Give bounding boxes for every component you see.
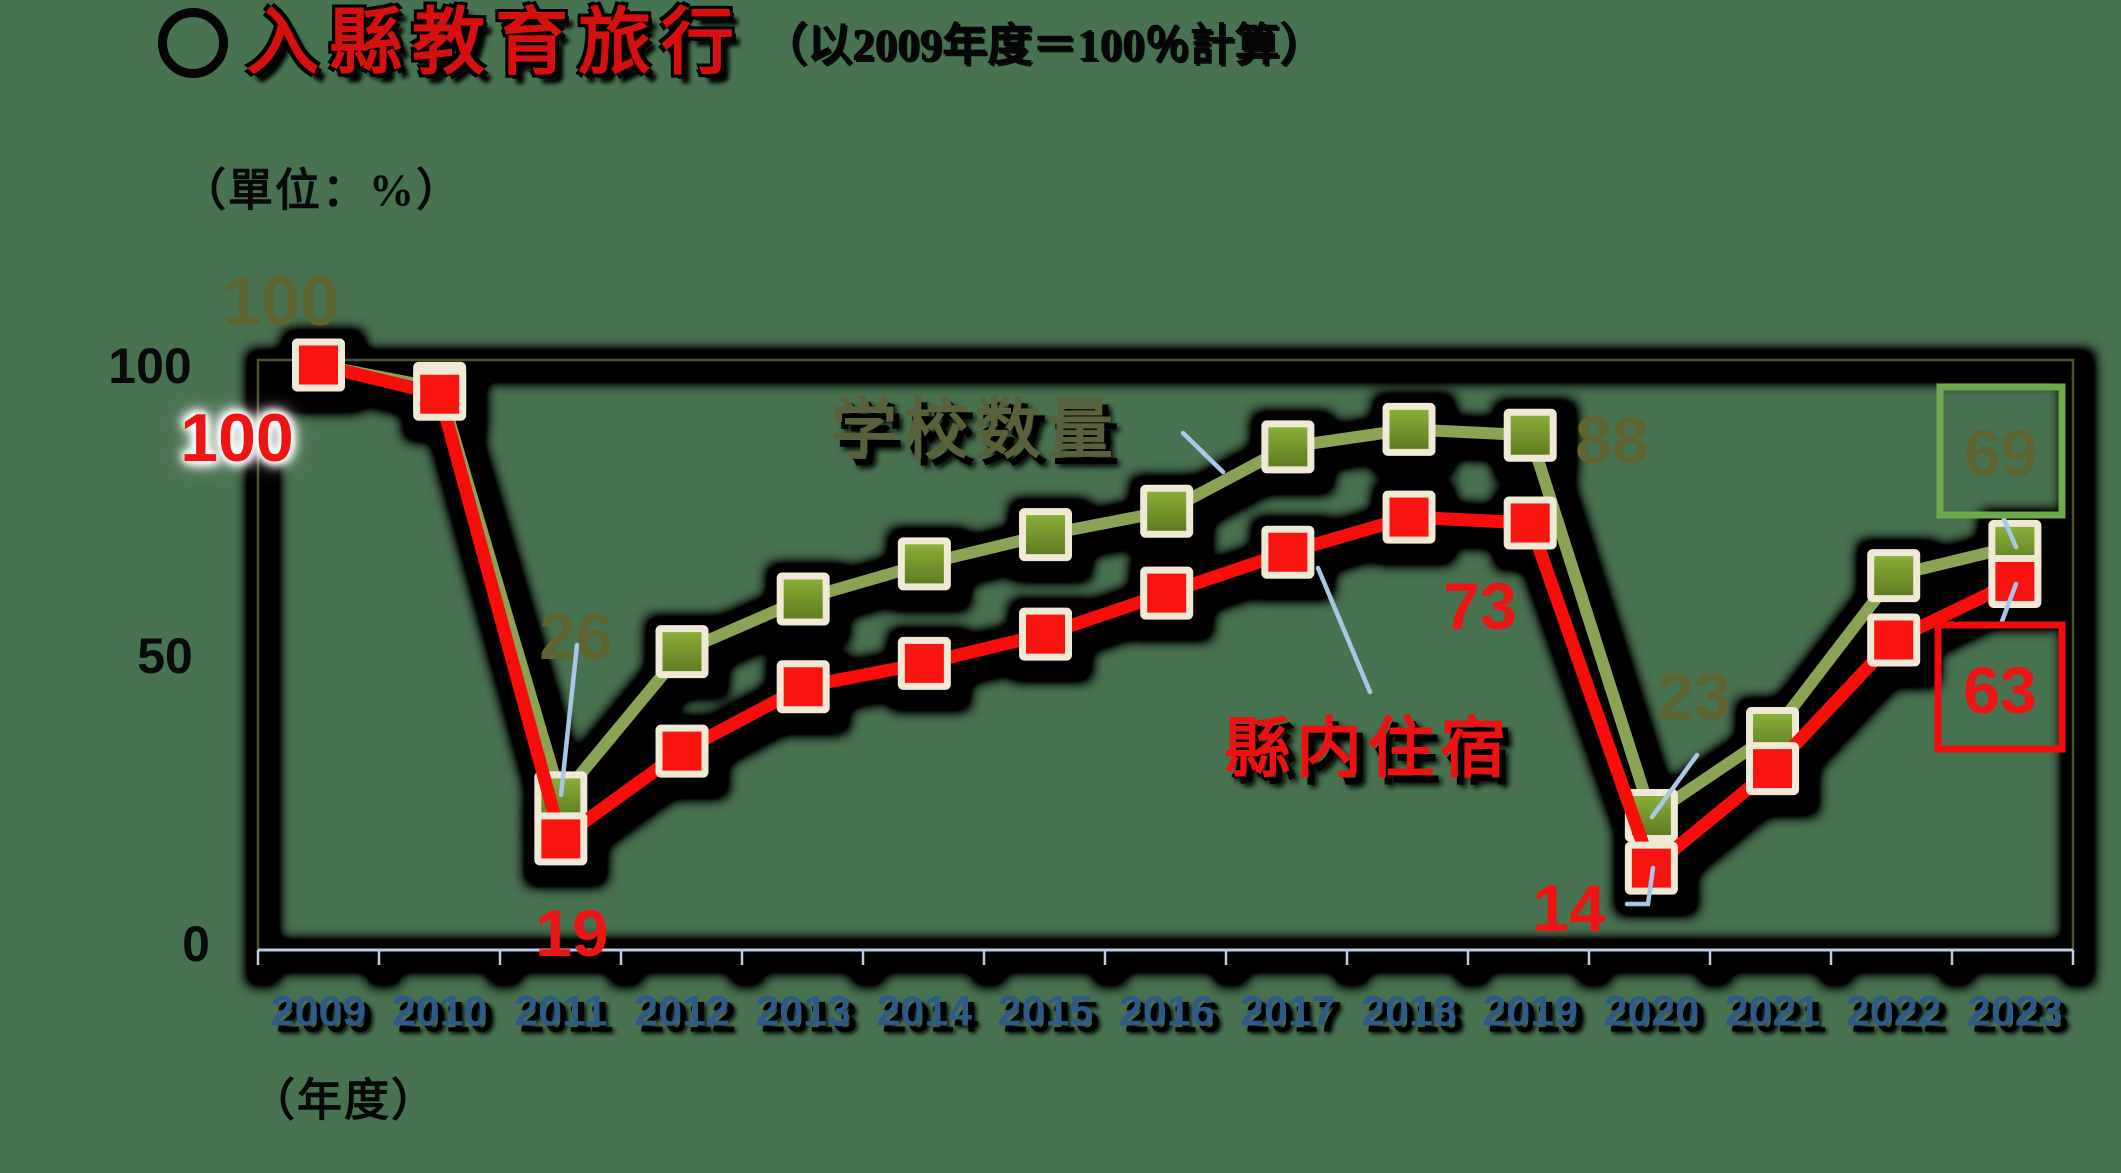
- y-tick-0: 0: [182, 916, 210, 972]
- lodging-marker-2022: [1867, 613, 1921, 667]
- plot-border: [256, 358, 2075, 952]
- lodging-marker-2017: [1261, 525, 1315, 579]
- callout-leader-line: [558, 642, 580, 798]
- y-tick-50: 50: [137, 628, 193, 684]
- x-tick-label-2013: 2013: [755, 987, 852, 1036]
- x-tick-label-2010: 2010: [391, 987, 488, 1036]
- school-marker-2012: [655, 625, 709, 679]
- annotations: [558, 383, 2066, 907]
- title-circle-icon: [158, 7, 228, 78]
- y-tick-100: 100: [108, 338, 192, 394]
- lodging-marker-2009: [292, 338, 345, 392]
- data-label-school-2020: 23: [1657, 659, 1731, 733]
- page-title-main: 入縣教育旅行: [246, 2, 744, 83]
- lodging-marker-2016: [1140, 566, 1194, 620]
- lodging-marker-2023: [1988, 554, 2042, 608]
- red-callout-box-2023-lodging: [1934, 621, 2066, 753]
- x-tick-label-2016: 2016: [1118, 987, 1215, 1036]
- school-marker-2018: [1382, 402, 1436, 456]
- lodging-marker-2014: [897, 636, 951, 690]
- data-label-lodging-2009: 100: [180, 400, 294, 476]
- x-tick-label-2017: 2017: [1240, 987, 1336, 1036]
- x-tick-label-2012: 2012: [634, 987, 730, 1036]
- y-axis-unit-label: （單位：%）: [180, 165, 464, 216]
- school-marker-2013: [776, 572, 830, 626]
- lodging-marker-2021: [1746, 742, 1800, 796]
- lodging-marker-2015: [1019, 607, 1073, 661]
- lodging-marker-2019: [1503, 496, 1557, 550]
- school-marker-2016: [1140, 484, 1194, 538]
- page-title: 入縣教育旅行 （以2009年度＝100％計算）: [158, 6, 1325, 79]
- callout-leader-line: [1649, 752, 1700, 820]
- school-marker-2014: [897, 537, 951, 591]
- lodging-marker-2012: [655, 724, 709, 778]
- x-tick-label-2009: 2009: [270, 987, 367, 1036]
- callout-leader-line: [1315, 565, 1373, 695]
- school-marker-2017: [1261, 420, 1315, 474]
- callout-leader-line: [1998, 581, 2019, 627]
- lodging-marker-2011: [534, 812, 588, 866]
- data-label-lodging-2023-boxed: 63: [1963, 653, 2037, 727]
- series-label-school: 学校数量: [831, 394, 1119, 467]
- school-marker-2019: [1503, 408, 1557, 462]
- data-label-school-2011: 26: [539, 599, 613, 673]
- x-tick-label-2023: 2023: [1967, 987, 2063, 1036]
- series-label-lodging: 縣内住宿: [1224, 713, 1512, 786]
- x-tick-label-2021: 2021: [1724, 987, 1821, 1036]
- lodging-marker-2010: [413, 367, 467, 421]
- page-title-note: （以2009年度＝100％計算）: [762, 20, 1325, 70]
- data-label-lodging-2011: 19: [535, 896, 609, 970]
- x-tick-label-2014: 2014: [876, 987, 973, 1036]
- school-marker-2015: [1019, 508, 1073, 562]
- x-tick-label-2020: 2020: [1603, 987, 1700, 1036]
- data-label-school-2009: 100: [222, 262, 340, 340]
- x-tick-label-2018: 2018: [1361, 987, 1457, 1036]
- data-label-lodging-2019: 73: [1443, 569, 1517, 643]
- plot-area: [256, 338, 2075, 965]
- x-tick-label-2022: 2022: [1845, 987, 1942, 1036]
- lodging-marker-2013: [776, 660, 830, 714]
- data-label-school-2019: 88: [1575, 403, 1649, 477]
- x-tick-label-2015: 2015: [997, 987, 1094, 1036]
- x-tick-label-2019: 2019: [1482, 987, 1579, 1036]
- x-tick-label-2011: 2011: [514, 987, 608, 1036]
- callout-leader-line: [1180, 430, 1226, 475]
- callout-leader-line: [2000, 514, 2019, 550]
- data-label-lodging-2020: 14: [1532, 871, 1606, 945]
- callout-leader-line: [1624, 865, 1656, 907]
- school-marker-2022: [1867, 549, 1921, 603]
- green-callout-box-2023-school: [1936, 383, 2066, 519]
- data-label-school-2023-boxed: 69: [1964, 416, 2038, 490]
- lodging-marker-2018: [1382, 490, 1436, 544]
- x-axis-unit-label: （年度）: [249, 1075, 439, 1126]
